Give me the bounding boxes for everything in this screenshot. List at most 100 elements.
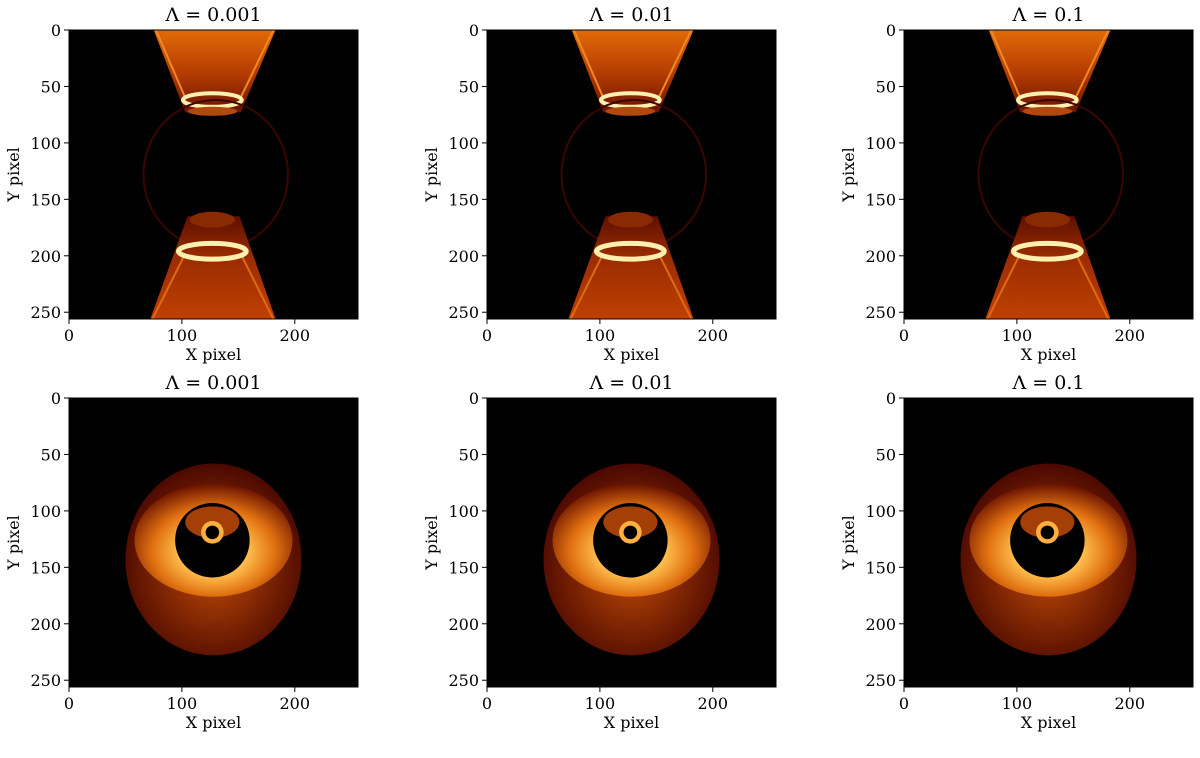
y-tick-label: 50 <box>459 445 479 464</box>
jet-bottom <box>150 216 276 319</box>
x-axis-label: X pixel <box>604 345 659 364</box>
heatmap-content <box>977 30 1125 319</box>
panel-6: 0 100 200 0 50 100 150 200 250 Λ = 0.1 X pixel Y pi… <box>839 372 1194 732</box>
y-tick-label: 200 <box>448 615 479 634</box>
y-tick-label: 200 <box>865 247 896 266</box>
y-tick-label: 100 <box>30 502 61 521</box>
x-tick-label: 0 <box>64 326 74 345</box>
y-tick-label: 50 <box>41 445 61 464</box>
y-tick-label: 250 <box>865 303 896 322</box>
jet-top <box>153 30 276 113</box>
panel-title: Λ = 0.01 <box>588 372 673 394</box>
y-tick-label: 150 <box>448 558 479 577</box>
y-tick-label: 250 <box>30 671 61 690</box>
axes-frame <box>68 29 359 320</box>
y-tick-label: 50 <box>876 77 896 96</box>
jet-top-cap <box>187 106 238 116</box>
panel-1: 0 100 200 0 50 100 150 200 250 Λ = 0.001 X pixel Y … <box>4 4 359 364</box>
y-tick-label: 200 <box>448 247 479 266</box>
y-axis-label: Y pixel <box>422 147 441 203</box>
jet-top-edge-left <box>990 30 1022 99</box>
inner-shadow <box>205 525 220 540</box>
panel-3: 0 100 200 0 50 100 150 200 250 Λ = 0.1 X pixel Y pi… <box>839 4 1194 364</box>
y-axis-label: Y pixel <box>4 515 23 571</box>
y-tick-label: 200 <box>30 247 61 266</box>
x-axis-label: X pixel <box>1021 713 1076 732</box>
y-tick-label: 0 <box>886 21 896 40</box>
axes-frame <box>486 29 777 320</box>
jet-bottom-cap <box>1024 211 1070 228</box>
panel-title: Λ = 0.1 <box>1012 4 1085 26</box>
y-tick-label: 150 <box>448 190 479 209</box>
inner-shadow <box>623 525 638 540</box>
panel-title: Λ = 0.1 <box>1012 372 1085 394</box>
x-tick-label: 0 <box>899 694 909 713</box>
y-tick-label: 250 <box>30 303 61 322</box>
y-tick-label: 0 <box>886 389 896 408</box>
inner-shadow <box>1040 525 1055 540</box>
y-tick-label: 0 <box>469 21 479 40</box>
jet-bottom <box>568 216 694 319</box>
y-tick-label: 50 <box>41 77 61 96</box>
jet-bottom-edge-left <box>986 255 1021 319</box>
x-axis-label: X pixel <box>1021 345 1076 364</box>
x-tick-label: 0 <box>482 326 492 345</box>
heatmap-content <box>125 463 302 656</box>
jet-top-cap <box>605 106 656 116</box>
axes-frame <box>903 397 1194 688</box>
y-tick-label: 150 <box>30 190 61 209</box>
x-tick-label: 0 <box>64 694 74 713</box>
jet-bottom-cap <box>189 211 235 228</box>
heatmap-content <box>142 30 290 319</box>
y-tick-label: 250 <box>865 671 896 690</box>
jet-top-edge-right <box>239 30 275 99</box>
x-tick-label: 0 <box>899 326 909 345</box>
panel-title: Λ = 0.001 <box>164 4 261 26</box>
y-tick-label: 50 <box>876 445 896 464</box>
x-tick-label: 200 <box>698 326 729 345</box>
jet-top-edge-left <box>155 30 187 99</box>
x-axis-label: X pixel <box>604 713 659 732</box>
y-tick-label: 100 <box>448 134 479 153</box>
panel-title: Λ = 0.01 <box>588 4 673 26</box>
jet-top <box>988 30 1111 113</box>
x-tick-label: 200 <box>280 694 311 713</box>
jet-bottom-ring <box>1011 240 1084 262</box>
x-tick-label: 200 <box>1115 326 1146 345</box>
jet-bottom-ring <box>176 240 249 262</box>
jet-bottom-edge-right <box>1075 255 1110 319</box>
x-tick-label: 100 <box>585 694 616 713</box>
x-tick-label: 100 <box>167 694 198 713</box>
heatmap-content <box>543 463 720 656</box>
y-tick-label: 0 <box>469 389 479 408</box>
jet-top-edge-right <box>657 30 693 99</box>
y-tick-label: 150 <box>30 558 61 577</box>
y-tick-label: 200 <box>865 615 896 634</box>
panel-5: 0 100 200 0 50 100 150 200 250 Λ = 0.01 X pixel Y p… <box>422 372 777 732</box>
panel-4: 0 100 200 0 50 100 150 200 250 Λ = 0.001 X pixel Y … <box>4 372 359 732</box>
y-tick-label: 100 <box>448 502 479 521</box>
jet-bottom-edge-right <box>658 255 693 319</box>
heatmap-content <box>560 30 708 319</box>
axes-frame <box>68 397 359 688</box>
jet-bottom-cap <box>607 211 653 228</box>
x-axis-label: X pixel <box>186 345 241 364</box>
x-tick-label: 200 <box>1115 694 1146 713</box>
y-tick-label: 50 <box>459 77 479 96</box>
y-tick-label: 200 <box>30 615 61 634</box>
x-tick-label: 100 <box>1002 326 1033 345</box>
jet-bottom-ring <box>594 240 667 262</box>
panel-title: Λ = 0.001 <box>164 372 261 394</box>
y-tick-label: 0 <box>51 389 61 408</box>
jet-top <box>571 30 694 113</box>
x-tick-label: 200 <box>280 326 311 345</box>
jet-top-cap <box>1022 106 1073 116</box>
y-tick-label: 100 <box>865 502 896 521</box>
panel-2: 0 100 200 0 50 100 150 200 250 Λ = 0.01 X pixel Y p… <box>422 4 777 364</box>
y-tick-label: 0 <box>51 21 61 40</box>
y-axis-label: Y pixel <box>4 147 23 203</box>
y-axis-label: Y pixel <box>422 515 441 571</box>
x-tick-label: 200 <box>698 694 729 713</box>
x-tick-label: 100 <box>167 326 198 345</box>
